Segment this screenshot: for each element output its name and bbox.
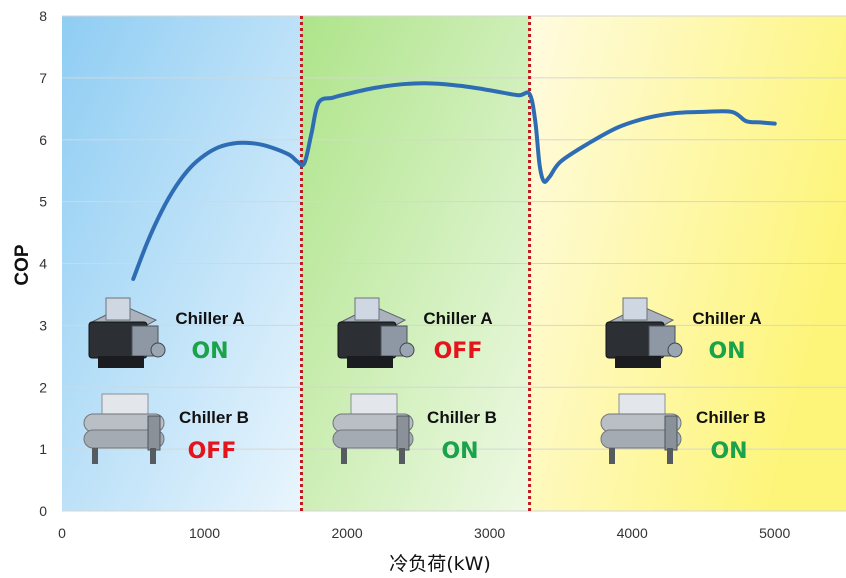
x-tick-label: 2000: [332, 525, 363, 541]
chiller-b-label: Chiller B: [179, 408, 249, 427]
y-tick-label: 1: [39, 441, 47, 457]
chiller-b-leg: [667, 448, 673, 464]
chiller-b-label: Chiller B: [696, 408, 766, 427]
y-tick-label: 8: [39, 8, 47, 24]
chiller-a-panel: [354, 297, 380, 321]
chiller-b-endcap: [147, 415, 161, 451]
chiller-b-vessel-bottom: [332, 429, 414, 449]
y-tick-label: 6: [39, 132, 47, 148]
y-tick-label: 0: [39, 503, 47, 519]
chiller-a-label: Chiller A: [175, 309, 244, 328]
y-axis-title: COP: [12, 244, 33, 286]
chiller-b-leg: [609, 448, 615, 464]
chiller-b-leg: [92, 448, 98, 464]
x-tick-label: 1000: [189, 525, 220, 541]
chiller-a-status: OFF: [434, 339, 483, 364]
chiller-a-base: [98, 356, 144, 368]
chiller-b-panel: [101, 393, 149, 415]
chiller-b-panel: [618, 393, 666, 415]
chiller-a-image: [88, 297, 166, 368]
chiller-a-flange: [667, 342, 683, 358]
chiller-b-image: [600, 393, 682, 464]
chiller-a-status: ON: [191, 339, 228, 364]
chiller-a-label: Chiller A: [423, 309, 492, 328]
chiller-a-image: [605, 297, 683, 368]
x-tick-label: 3000: [474, 525, 505, 541]
y-tick-label: 5: [39, 194, 47, 210]
chiller-b-vessel-bottom: [600, 429, 682, 449]
chiller-b-panel: [350, 393, 398, 415]
cop-series-line: [131, 81, 777, 281]
chiller-b-vessel-bottom: [83, 429, 165, 449]
x-tick-label: 0: [58, 525, 66, 541]
chiller-a-image: [337, 297, 415, 368]
chiller-b-status: ON: [441, 439, 478, 464]
y-tick-label: 4: [39, 256, 47, 272]
x-tick-label: 4000: [617, 525, 648, 541]
x-axis-title: 冷负荷(kW): [389, 553, 491, 575]
chiller-b-leg: [399, 448, 405, 464]
y-tick-label: 2: [39, 379, 47, 395]
chiller-b-image: [332, 393, 414, 464]
chiller-b-leg: [341, 448, 347, 464]
chiller-a-label: Chiller A: [692, 309, 761, 328]
chiller-a-panel: [622, 297, 648, 321]
chiller-a-flange: [399, 342, 415, 358]
chiller-a-status: ON: [708, 339, 745, 364]
chiller-b-endcap: [664, 415, 678, 451]
chiller-b-status: OFF: [188, 439, 237, 464]
y-tick-label: 7: [39, 70, 47, 86]
chiller-b-leg: [150, 448, 156, 464]
y-tick-label: 3: [39, 317, 47, 333]
chiller-b-image: [83, 393, 165, 464]
chiller-b-status: ON: [710, 439, 747, 464]
chiller-a-flange: [150, 342, 166, 358]
chiller-a-panel: [105, 297, 131, 321]
chiller-a-base: [347, 356, 393, 368]
chiller-b-label: Chiller B: [427, 408, 497, 427]
chiller-a-pump: [380, 325, 408, 357]
chiller-a-base: [615, 356, 661, 368]
x-tick-label: 5000: [759, 525, 790, 541]
chiller-b-endcap: [396, 415, 410, 451]
